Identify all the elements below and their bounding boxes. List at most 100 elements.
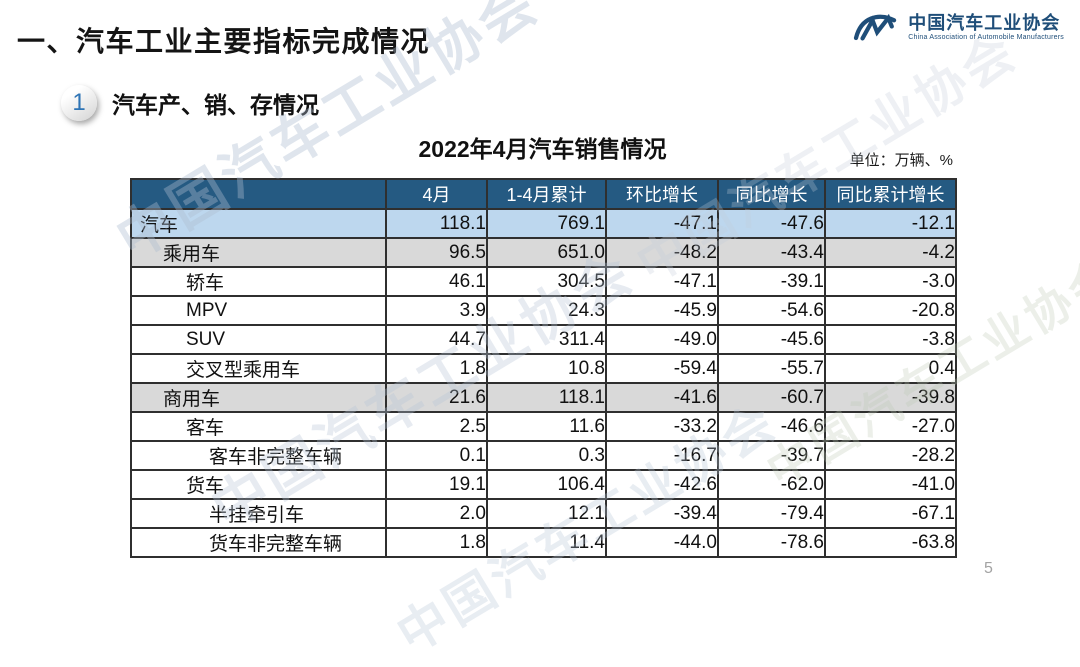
row-value: -46.6 <box>717 411 826 442</box>
table-row: 汽车 118.1 769.1 -47.1 -47.6 -12.1 <box>130 208 957 239</box>
logo-name-cn: 中国汽车工业协会 <box>908 13 1061 34</box>
row-label: 客车 <box>130 411 387 442</box>
row-value: 0.3 <box>486 440 607 471</box>
table-row: 交叉型乘用车 1.8 10.8 -59.4 -55.7 0.4 <box>130 353 957 384</box>
row-value: 10.8 <box>486 353 607 384</box>
row-label: 客车非完整车辆 <box>130 440 387 471</box>
row-value: 19.1 <box>385 469 488 500</box>
slide: 一、汽车工业主要指标完成情况 中国汽车工业协会 China Associatio… <box>17 0 1080 663</box>
row-label: 半挂牵引车 <box>130 498 387 529</box>
table-row: 轿车 46.1 304.5 -47.1 -39.1 -3.0 <box>130 266 957 297</box>
row-value: 0.4 <box>824 353 957 384</box>
row-value: 12.1 <box>486 498 607 529</box>
row-value: 304.5 <box>486 266 607 297</box>
logo-name-en: China Association of Automobile Manufact… <box>908 34 1064 42</box>
caam-logo-icon <box>854 13 897 41</box>
section-number-badge: 1 <box>61 85 97 121</box>
row-label: 货车 <box>130 469 387 500</box>
section-heading: 汽车产、销、存情况 <box>112 92 319 118</box>
row-value: 769.1 <box>486 208 607 239</box>
row-value: -3.0 <box>824 266 957 297</box>
row-label: 轿车 <box>130 266 387 297</box>
table-row: 半挂牵引车 2.0 12.1 -39.4 -79.4 -67.1 <box>130 498 957 529</box>
row-value: -39.7 <box>717 440 826 471</box>
row-value: 96.5 <box>385 237 488 268</box>
sales-table: 4月 1-4月累计 环比增长 同比增长 同比累计增长 汽车 118.1 769.1-… <box>130 178 957 558</box>
row-value: -47.1 <box>605 266 719 297</box>
row-value: 46.1 <box>385 266 488 297</box>
row-value: 651.0 <box>486 237 607 268</box>
row-value: -33.2 <box>605 411 719 442</box>
row-value: 2.0 <box>385 498 488 529</box>
table-header-row: 4月 1-4月累计 环比增长 同比增长 同比累计增长 <box>130 178 957 210</box>
table-row: SUV 44.7 311.4 -49.0 -45.6 -3.8 <box>130 324 957 355</box>
row-value: -47.6 <box>717 208 826 239</box>
row-value: -43.4 <box>717 237 826 268</box>
row-value: -44.0 <box>605 527 719 558</box>
header-cell-label <box>130 178 387 210</box>
table-row: 乘用车 96.5 651.0 -48.2 -43.4 -4.2 <box>130 237 957 268</box>
header-cell-yoy: 同比增长 <box>717 178 826 210</box>
row-value: 0.1 <box>385 440 488 471</box>
row-value: -41.6 <box>605 382 719 413</box>
row-value: -27.0 <box>824 411 957 442</box>
row-value: 106.4 <box>486 469 607 500</box>
row-value: -20.8 <box>824 295 957 326</box>
row-value: -41.0 <box>824 469 957 500</box>
row-value: 11.4 <box>486 527 607 558</box>
row-value: -12.1 <box>824 208 957 239</box>
table-body: 汽车 118.1 769.1 -47.1 -47.6 -12.1 乘用车 96.5 651.0-… <box>130 208 957 558</box>
table-row: 货车非完整车辆 1.8 11.4 -44.0 -78.6 -63.8 <box>130 527 957 558</box>
header-cell-cumulative: 1-4月累计 <box>486 178 607 210</box>
row-value: 44.7 <box>385 324 488 355</box>
row-value: 311.4 <box>486 324 607 355</box>
row-value: -3.8 <box>824 324 957 355</box>
header-cell-mom: 环比增长 <box>605 178 719 210</box>
row-value: 3.9 <box>385 295 488 326</box>
row-value: -59.4 <box>605 353 719 384</box>
table-row: 客车 2.5 11.6 -33.2 -46.6 -27.0 <box>130 411 957 442</box>
row-value: -48.2 <box>605 237 719 268</box>
unit-note: 单位：万辆、% <box>849 152 953 169</box>
row-value: -49.0 <box>605 324 719 355</box>
table-row: MPV 3.9 24.3 -45.9 -54.6 -20.8 <box>130 295 957 326</box>
header-cell-yoy-cumulative: 同比累计增长 <box>824 178 957 210</box>
row-value: -79.4 <box>717 498 826 529</box>
row-label: SUV <box>130 324 387 355</box>
row-value: -62.0 <box>717 469 826 500</box>
row-value: -42.6 <box>605 469 719 500</box>
row-label: 乘用车 <box>130 237 387 268</box>
row-value: 1.8 <box>385 353 488 384</box>
header-cell-april: 4月 <box>385 178 488 210</box>
row-value: -55.7 <box>717 353 826 384</box>
row-value: -63.8 <box>824 527 957 558</box>
row-label: MPV <box>130 295 387 326</box>
row-value: -47.1 <box>605 208 719 239</box>
row-value: -45.9 <box>605 295 719 326</box>
row-value: -4.2 <box>824 237 957 268</box>
row-label: 商用车 <box>130 382 387 413</box>
table-row: 商用车 21.6 118.1 -41.6 -60.7 -39.8 <box>130 382 957 413</box>
row-value: -39.8 <box>824 382 957 413</box>
section-heading-row: 1 汽车产、销、存情况 <box>61 85 319 121</box>
row-value: -45.6 <box>717 324 826 355</box>
row-value: 1.8 <box>385 527 488 558</box>
row-value: -54.6 <box>717 295 826 326</box>
row-label: 货车非完整车辆 <box>130 527 387 558</box>
row-value: -39.1 <box>717 266 826 297</box>
row-value: 11.6 <box>486 411 607 442</box>
row-value: 21.6 <box>385 382 488 413</box>
caam-logo: 中国汽车工业协会 China Association of Automobile… <box>851 12 1064 44</box>
row-value: -60.7 <box>717 382 826 413</box>
row-value: -28.2 <box>824 440 957 471</box>
table-row: 客车非完整车辆 0.1 0.3 -16.7 -39.7 -28.2 <box>130 440 957 471</box>
row-value: -16.7 <box>605 440 719 471</box>
row-value: 2.5 <box>385 411 488 442</box>
row-value: -78.6 <box>717 527 826 558</box>
row-label: 汽车 <box>130 208 387 239</box>
table-row: 货车 19.1 106.4 -42.6 -62.0 -41.0 <box>130 469 957 500</box>
caam-logo-text: 中国汽车工业协会 China Association of Automobile… <box>908 13 1064 42</box>
table-title: 2022年4月汽车销售情况 <box>418 136 667 162</box>
row-value: 118.1 <box>486 382 607 413</box>
row-value: -67.1 <box>824 498 957 529</box>
